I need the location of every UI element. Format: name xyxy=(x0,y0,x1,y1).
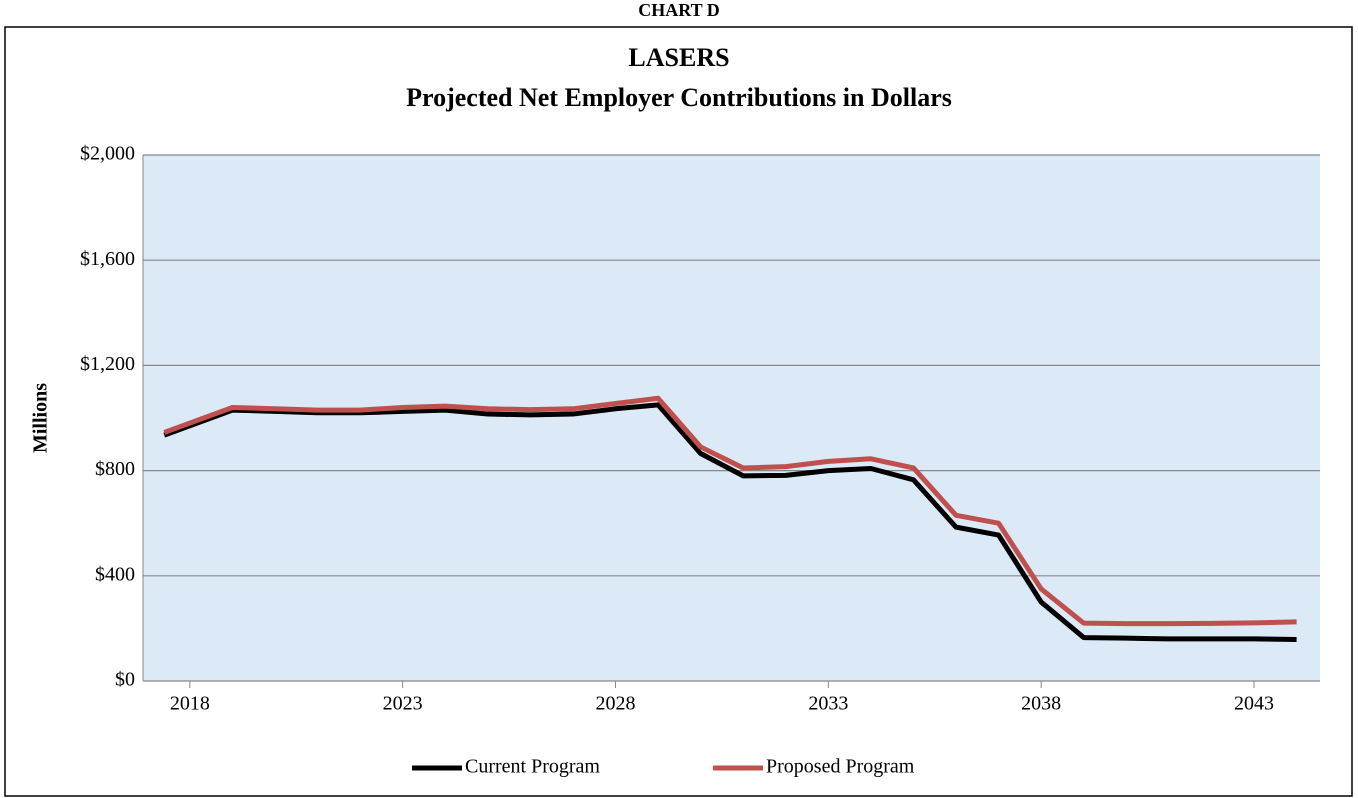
plot-area xyxy=(143,155,1320,681)
x-tick-label: 2028 xyxy=(596,693,636,715)
series-line xyxy=(163,402,1297,642)
series-line xyxy=(163,395,1297,627)
y-axis-label: Millions xyxy=(30,383,52,453)
x-tick-label: 2018 xyxy=(170,693,210,715)
y-tick-label: $400 xyxy=(95,563,135,585)
chart-header: CHART D xyxy=(638,0,720,20)
x-tick-label: 2038 xyxy=(1021,693,1061,715)
x-tick-label: 2033 xyxy=(808,693,848,715)
x-tick-label: 2023 xyxy=(383,693,423,715)
y-tick-label: $1,200 xyxy=(80,353,135,375)
y-tick-label: $0 xyxy=(115,669,135,691)
chart-title: LASERS xyxy=(628,43,729,72)
legend-label: Current Program xyxy=(465,756,600,778)
y-tick-label: $2,000 xyxy=(80,143,135,165)
legend-label: Proposed Program xyxy=(766,756,915,778)
chart-subtitle: Projected Net Employer Contributions in … xyxy=(406,83,952,112)
y-tick-label: $1,600 xyxy=(80,248,135,270)
x-tick-label: 2043 xyxy=(1234,693,1274,715)
y-tick-label: $800 xyxy=(95,458,135,480)
